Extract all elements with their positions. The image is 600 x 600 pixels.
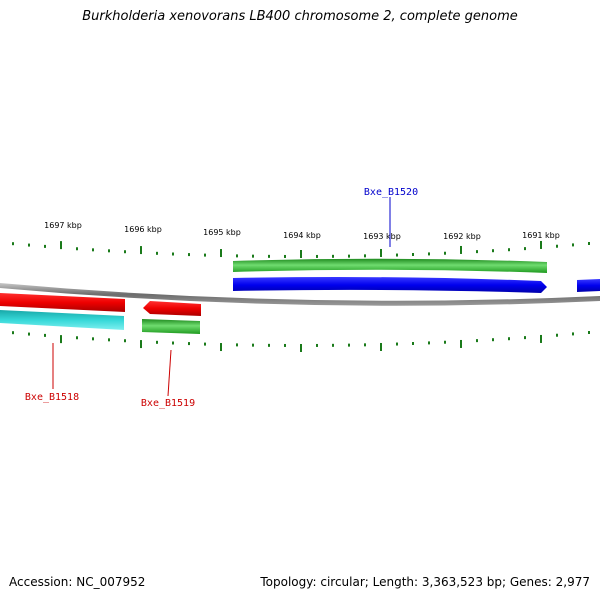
genome-summary-text: Topology: circular; Length: 3,363,523 bp… — [260, 575, 590, 589]
gene-feature-bxe-b1518[interactable] — [0, 310, 124, 330]
label-leader-bxe-b1519 — [167, 349, 172, 397]
scale-label: 1695 kbp — [203, 228, 241, 237]
gene-feature-bxe-b1519[interactable] — [142, 319, 200, 334]
scale-label: 1693 kbp — [363, 232, 401, 241]
scale-label: 1697 kbp — [44, 221, 82, 230]
gene-feature-bxe-b1520[interactable] — [233, 258, 547, 273]
cds-feature-bxe-b1518[interactable] — [0, 293, 125, 312]
scale-labels: 1697 kbp 1696 kbp 1695 kbp 1694 kbp 1693… — [44, 221, 560, 241]
scale-label: 1696 kbp — [124, 225, 162, 234]
scale-label: 1692 kbp — [443, 232, 481, 241]
map-title: Burkholderia xenovorans LB400 chromosome… — [82, 9, 518, 24]
scale-ticks-top — [12, 240, 590, 258]
scale-ticks-bottom — [12, 331, 590, 352]
gene-label-bxe-b1520[interactable]: Bxe_B1520 — [364, 187, 418, 198]
genome-backbone — [0, 283, 600, 306]
scale-label: 1694 kbp — [283, 231, 321, 240]
cds-feature-offscreen-right[interactable] — [577, 279, 600, 292]
gene-label-bxe-b1518[interactable]: Bxe_B1518 — [25, 392, 79, 403]
accession-text: Accession: NC_007952 — [9, 575, 146, 589]
cds-feature-bxe-b1520[interactable] — [233, 277, 547, 293]
gene-label-bxe-b1519[interactable]: Bxe_B1519 — [141, 398, 195, 409]
cds-feature-bxe-b1519[interactable] — [143, 301, 201, 316]
scale-label: 1691 kbp — [522, 231, 560, 240]
